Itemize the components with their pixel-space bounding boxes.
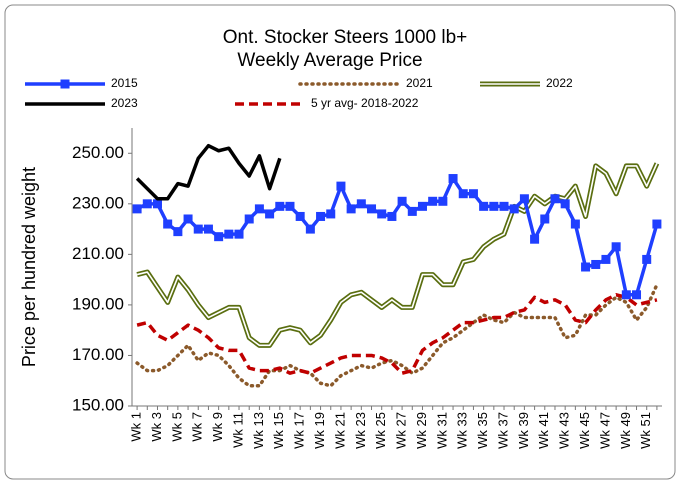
y-tick-label: 230.00 xyxy=(72,193,124,212)
marker xyxy=(336,181,346,191)
marker xyxy=(652,219,662,229)
x-tick-label: Wk 51 xyxy=(638,412,653,449)
x-tick-label: Wk 1 xyxy=(129,412,144,442)
marker xyxy=(479,201,489,211)
marker xyxy=(530,234,540,244)
marker xyxy=(601,254,611,264)
y-tick-label: 210.00 xyxy=(72,244,124,263)
y-tick-label: 190.00 xyxy=(72,294,124,313)
x-tick-label: Wk 47 xyxy=(597,412,612,449)
legend-label: 2021 xyxy=(406,76,433,90)
marker xyxy=(244,214,254,224)
marker xyxy=(183,214,193,224)
marker xyxy=(397,196,407,206)
marker xyxy=(560,199,570,209)
x-tick-label: Wk 23 xyxy=(353,412,368,449)
marker xyxy=(499,201,509,211)
marker xyxy=(489,201,499,211)
x-tick-label: Wk 5 xyxy=(169,412,184,442)
marker xyxy=(132,204,142,214)
x-tick-label: Wk 49 xyxy=(618,412,633,449)
series-line xyxy=(135,143,282,201)
x-tick-label: Wk 27 xyxy=(394,412,409,449)
marker xyxy=(438,196,448,206)
marker xyxy=(642,254,652,264)
marker xyxy=(387,211,397,221)
marker xyxy=(163,219,173,229)
y-axis-label: Price per hundred weight xyxy=(19,167,39,367)
x-tick-label: Wk 25 xyxy=(373,412,388,449)
chart-title: Ont. Stocker Steers 1000 lb+ xyxy=(223,27,468,48)
legend-label: 2023 xyxy=(111,96,138,110)
x-tick-label: Wk 19 xyxy=(312,412,327,449)
x-tick-label: Wk 3 xyxy=(149,412,164,442)
marker xyxy=(581,262,591,272)
x-tick-label: Wk 29 xyxy=(414,412,429,449)
y-tick-label: 170.00 xyxy=(72,345,124,364)
marker xyxy=(193,224,203,234)
marker xyxy=(173,227,183,237)
x-tick-label: Wk 39 xyxy=(516,412,531,449)
legend-label: 5 yr avg- 2018-2022 xyxy=(311,96,419,110)
y-tick-label: 150.00 xyxy=(72,395,124,414)
series-line-inner xyxy=(136,163,658,347)
legend-label: 2022 xyxy=(546,76,573,90)
x-tick-label: Wk 9 xyxy=(210,412,225,442)
x-tick-label: Wk 11 xyxy=(230,412,245,448)
marker xyxy=(203,224,213,234)
x-tick-label: Wk 13 xyxy=(251,412,266,449)
marker xyxy=(570,219,580,229)
series-line xyxy=(136,176,659,297)
marker xyxy=(356,199,366,209)
x-tick-label: Wk 35 xyxy=(475,412,490,449)
y-tick-label: 250.00 xyxy=(72,143,124,162)
marker xyxy=(509,204,519,214)
x-tick-label: Wk 31 xyxy=(434,412,449,449)
marker xyxy=(417,201,427,211)
chart-title: Weekly Average Price xyxy=(237,50,422,71)
marker xyxy=(407,206,417,216)
marker xyxy=(316,211,326,221)
x-tick-label: Wk 7 xyxy=(190,412,205,442)
marker xyxy=(295,211,305,221)
marker xyxy=(428,196,438,206)
x-tick-label: Wk 45 xyxy=(577,412,592,449)
x-tick-label: Wk 33 xyxy=(455,412,470,449)
marker xyxy=(458,189,468,199)
marker xyxy=(326,209,336,219)
marker xyxy=(224,229,234,239)
x-tick-label: Wk 15 xyxy=(271,412,286,449)
marker xyxy=(346,204,356,214)
marker xyxy=(152,199,162,209)
legend-marker xyxy=(60,79,70,89)
marker xyxy=(621,290,631,300)
marker xyxy=(367,204,377,214)
marker xyxy=(214,232,224,242)
marker xyxy=(468,189,478,199)
marker xyxy=(265,209,275,219)
x-tick-label: Wk 17 xyxy=(292,412,307,449)
x-tick-label: Wk 21 xyxy=(332,412,347,449)
marker xyxy=(611,242,621,252)
series-line xyxy=(136,293,658,375)
marker xyxy=(540,214,550,224)
legend-label: 2015 xyxy=(111,76,138,90)
marker xyxy=(254,204,264,214)
marker xyxy=(305,224,315,234)
x-tick-label: Wk 43 xyxy=(557,412,572,449)
x-tick-label: Wk 41 xyxy=(536,412,551,449)
marker xyxy=(632,290,642,300)
marker xyxy=(285,201,295,211)
marker xyxy=(142,199,152,209)
marker xyxy=(377,209,387,219)
marker xyxy=(591,259,601,269)
marker xyxy=(234,229,244,239)
marker xyxy=(550,194,560,204)
series-line xyxy=(135,282,659,388)
marker xyxy=(519,194,529,204)
marker xyxy=(448,174,458,184)
x-tick-label: Wk 37 xyxy=(495,412,510,449)
marker xyxy=(275,201,285,211)
